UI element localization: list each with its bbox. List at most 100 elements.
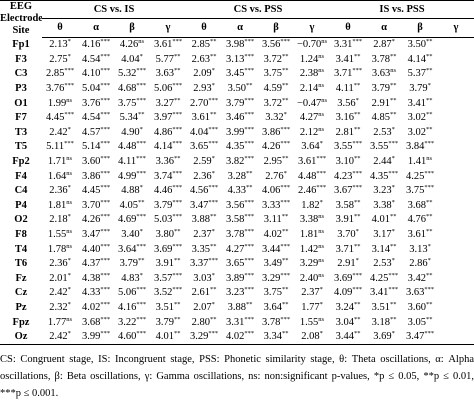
significance: ***: [100, 184, 111, 192]
significance: ***: [352, 271, 363, 279]
value: 3.47: [189, 199, 209, 211]
significance: *: [391, 125, 395, 133]
significance: ***: [424, 330, 435, 338]
table-row: F7 4.45*** 4.54*** 5.34** 3.97*** 3.61** 3.46*…: [0, 110, 474, 125]
value-cell: 4.26***: [258, 140, 294, 155]
significance: ***: [172, 286, 183, 294]
value-cell: 3.31***: [222, 315, 258, 330]
significance: *: [211, 300, 215, 308]
significance: **: [353, 300, 361, 308]
empty-cell: [438, 183, 474, 198]
band-header: β: [258, 18, 294, 38]
table-row: Oz 2.42* 3.99*** 4.60*** 4.01** 3.29*** 4.02**…: [0, 329, 474, 345]
value-cell: 4.27ns: [294, 110, 330, 125]
value: 2.76: [265, 170, 284, 182]
value: 4.01: [371, 214, 390, 226]
significance: **: [425, 125, 433, 133]
value: 3.75: [263, 287, 282, 299]
significance: ***: [136, 169, 147, 177]
value: 3.36: [155, 156, 174, 168]
significance: **: [245, 300, 253, 308]
value-cell: 3.46***: [222, 110, 258, 125]
value: 3.65: [225, 258, 245, 270]
value: 3.71: [335, 243, 354, 255]
significance: ns: [321, 96, 328, 104]
value: 4.26: [81, 214, 101, 226]
value: 3.34: [263, 331, 282, 343]
value: 4.11: [118, 156, 137, 168]
value: 4.60: [117, 331, 137, 343]
value: 3.44: [261, 243, 281, 255]
significance: ***: [244, 315, 255, 323]
value: 3.50: [227, 83, 246, 95]
value-cell: 4.27***: [222, 242, 258, 257]
significance: ***: [208, 184, 219, 192]
value: 2.80: [191, 316, 210, 328]
value-cell: 3.58***: [222, 213, 258, 228]
value: 3.47: [405, 331, 425, 343]
significance: **: [353, 111, 361, 119]
significance: **: [353, 315, 361, 323]
value-cell: 4.25***: [402, 169, 438, 184]
significance: *: [319, 330, 323, 338]
value-cell: 3.56***: [258, 37, 294, 52]
value: 2.32: [49, 301, 68, 313]
empty-cell: [438, 271, 474, 286]
significance: **: [209, 315, 217, 323]
significance: **: [281, 82, 289, 90]
value-cell: 3.79***: [222, 96, 258, 111]
table-row: C3 2.85*** 4.10*** 5.32*** 3.63** 2.09* 3.45**…: [0, 67, 474, 82]
value-cell: 4.54***: [78, 110, 114, 125]
corner-header: EEG Electrode Site: [0, 0, 42, 37]
value: 1.81: [47, 199, 67, 211]
value: 3.69: [373, 331, 392, 343]
value-cell: 2.42*: [42, 329, 78, 345]
significance: **: [425, 96, 433, 104]
value-cell: 1.77*: [294, 300, 330, 315]
value-cell: 4.25***: [366, 271, 402, 286]
value-cell: 3.50**: [402, 37, 438, 52]
value-cell: 4.02***: [222, 329, 258, 345]
value-cell: 3.55***: [330, 140, 366, 155]
significance: ***: [208, 198, 219, 206]
value-cell: 3.58**: [330, 198, 366, 213]
footnote: CS: Congruent stage, IS: Incongruent sta…: [0, 353, 474, 399]
significance: ns: [66, 96, 73, 104]
significance: *: [67, 300, 71, 308]
site-cell: Fpz: [12, 316, 30, 328]
value: 4.38: [81, 272, 101, 284]
value: 3.98: [225, 39, 245, 51]
value: 5.32: [117, 68, 137, 80]
value: 3.03: [193, 272, 212, 284]
significance: **: [425, 38, 433, 46]
value: 1.82: [301, 199, 320, 211]
value: 4.56: [189, 185, 209, 197]
value: 3.14: [371, 243, 390, 255]
significance: ***: [352, 184, 363, 192]
significance: **: [281, 286, 289, 294]
value-cell: 3.91**: [330, 213, 366, 228]
value: 2.95: [263, 156, 282, 168]
significance: **: [425, 52, 433, 60]
value: 3.79: [371, 83, 390, 95]
significance: **: [281, 96, 289, 104]
site-cell: Fz: [15, 272, 27, 284]
value-cell: 3.61***: [294, 154, 330, 169]
value: 1.99: [47, 97, 67, 109]
value: 2.59: [193, 156, 212, 168]
value-cell: 3.68**: [402, 198, 438, 213]
significance: *: [67, 52, 71, 60]
value-cell: 3.64**: [258, 300, 294, 315]
significance: ***: [208, 96, 219, 104]
significance: ***: [244, 257, 255, 265]
value-cell: 3.65***: [222, 256, 258, 271]
value-cell: 4.85**: [366, 110, 402, 125]
significance: *: [211, 271, 215, 279]
significance: **: [281, 300, 289, 308]
value: 4.46: [153, 185, 173, 197]
significance: *: [391, 257, 395, 265]
value-cell: 2.08*: [294, 329, 330, 345]
empty-cell: [438, 125, 474, 140]
significance: ***: [244, 52, 255, 60]
value-cell: 3.70***: [78, 198, 114, 213]
